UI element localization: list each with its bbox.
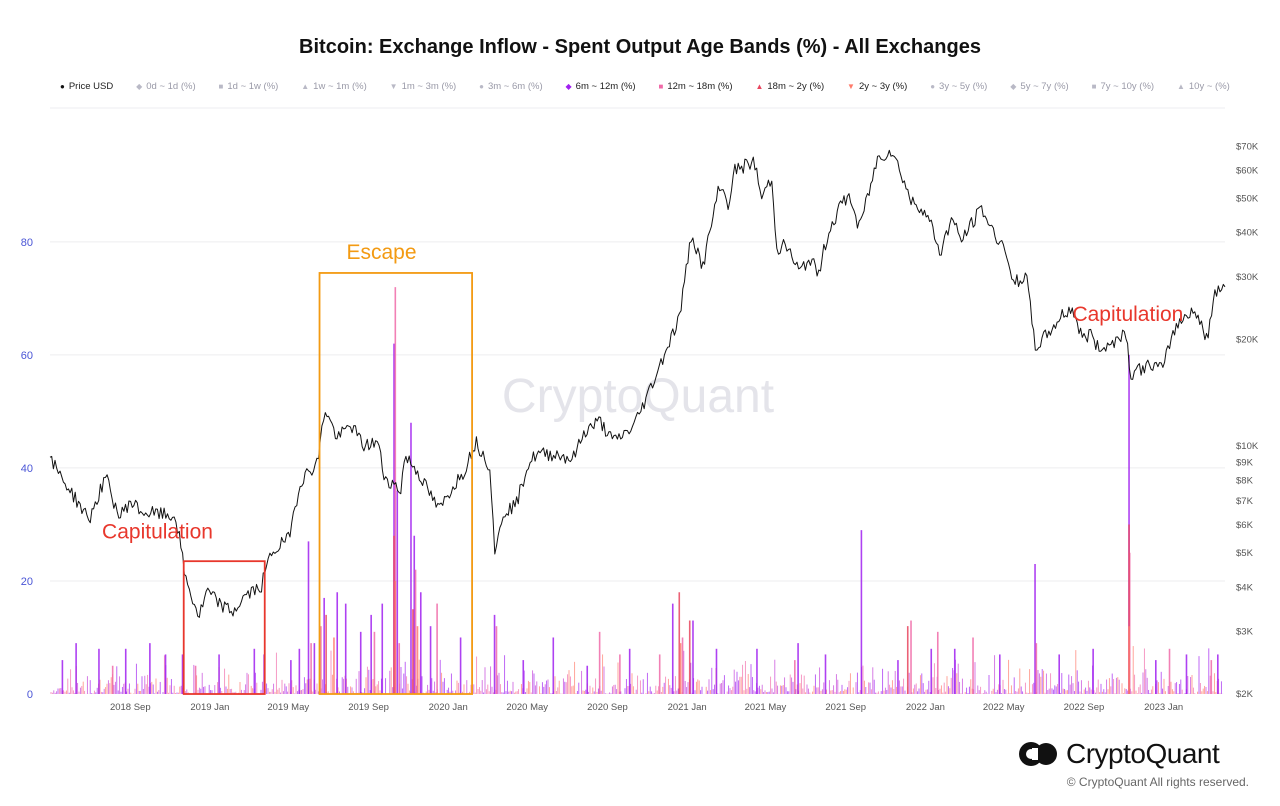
brand-logo: CryptoQuant [1018,738,1220,770]
y-right-tick-label: $3K [1236,627,1254,638]
legend-item[interactable]: ▲ 18m ~ 2y (%) [755,81,824,92]
inflow-noise-layer [50,646,1224,694]
x-tick-label: 2020 May [506,702,548,713]
legend-label: 1m ~ 3m (%) [401,81,457,92]
legend-marker-icon: ◆ [136,82,143,91]
legend-item[interactable]: ■ 12m ~ 18m (%) [659,81,733,92]
x-tick-label: 2021 Sep [825,702,866,713]
legend-item[interactable]: ▲ 1w ~ 1m (%) [301,81,367,92]
annotation-label: Capitulation [102,521,213,544]
legend-marker-icon: ▼ [389,82,398,91]
legend-marker-icon: ■ [1091,82,1097,91]
cryptoquant-logo-icon [1019,742,1057,766]
x-tick-label: 2019 May [267,702,309,713]
y-left-tick-label: 60 [21,350,33,362]
legend-label: 10y ~ (%) [1188,81,1230,92]
legend-item[interactable]: ◆ 0d ~ 1d (%) [136,81,196,92]
x-tick-label: 2023 Jan [1144,702,1183,713]
y-right-tick-label: $40K [1236,228,1259,239]
copyright-text: © CryptoQuant All rights reserved. [1066,775,1249,789]
price-line [49,149,1226,618]
x-tick-label: 2021 Jan [668,702,707,713]
legend-label: 7y ~ 10y (%) [1100,81,1155,92]
legend-marker-icon: ◆ [565,82,572,91]
legend-item[interactable]: ● 3m ~ 6m (%) [479,81,542,92]
annotation-label: Escape [346,241,416,264]
legend-label: 5y ~ 7y (%) [1020,81,1069,92]
legend-marker-icon: ● [930,82,936,91]
legend-item[interactable]: ● 3y ~ 5y (%) [930,81,987,92]
x-tick-label: 2022 Sep [1064,702,1105,713]
y-right-tick-label: $2K [1236,689,1254,700]
legend-label: 3y ~ 5y (%) [939,81,988,92]
y-left-tick-label: 20 [21,576,33,588]
y-left-tick-label: 0 [27,689,33,701]
y-left-tick-label: 80 [21,237,33,249]
x-tick-label: 2022 Jan [906,702,945,713]
y-right-tick-label: $5K [1236,548,1254,559]
y-right-tick-label: $70K [1236,142,1259,153]
y-right-tick-label: $50K [1236,193,1259,204]
legend-item[interactable]: ▼ 2y ~ 3y (%) [847,81,907,92]
annotation-box [182,560,266,695]
x-tick-label: 2022 May [983,702,1025,713]
legend-label: 18m ~ 2y (%) [767,81,825,92]
y-right-tick-label: $30K [1236,272,1259,283]
legend-marker-icon: ▼ [847,82,855,91]
series-2y-3y- [333,580,1130,694]
legend-label: 6m ~ 12m (%) [575,81,636,92]
y-right-tick-label: $10K [1236,441,1259,452]
legend-item[interactable]: ▲ 10y ~ (%) [1177,81,1230,92]
legend-marker-icon: ◆ [1010,82,1017,91]
x-tick-label: 2020 Jan [429,702,468,713]
y-right-tick-label: $60K [1236,165,1259,176]
legend-label: 1d ~ 1w (%) [227,81,279,92]
y-right-tick-label: $9K [1236,457,1254,468]
x-tick-label: 2020 Sep [587,702,628,713]
y-right-tick-label: $4K [1236,582,1254,593]
legend-marker-icon: ● [479,82,484,91]
legend-item[interactable]: ● Price USD [60,81,113,92]
y-left-tick-label: 40 [21,463,33,475]
chart-title: Bitcoin: Exchange Inflow - Spent Output … [299,36,981,58]
legend-label: 1w ~ 1m (%) [313,81,367,92]
legend-label: 12m ~ 18m (%) [667,81,733,92]
series-12m-18m- [111,287,1213,694]
legend-marker-icon: ▲ [301,82,310,91]
legend-item[interactable]: ▼ 1m ~ 3m (%) [390,81,457,92]
watermark-text: CryptoQuant [502,370,774,423]
chart-area: 0 20 40 60 80 $2K $3K $4K $5K $6K $7K $8K $9K $10K $20… [21,107,1259,713]
x-tick-label: 2018 Sep [110,702,151,713]
legend-item[interactable]: ◆ 6m ~ 12m (%) [566,81,636,92]
legend-item[interactable]: ■ 7y ~ 10y (%) [1092,81,1154,92]
legend-label: Price USD [68,81,114,92]
y-right-tick-label: $8K [1236,476,1254,487]
annotation-box [318,272,473,695]
legend-marker-icon: ■ [658,82,664,91]
x-tick-label: 2019 Sep [348,702,389,713]
legend-marker-icon: ● [60,82,65,91]
legend-marker-icon: ■ [218,82,224,91]
legend-marker-icon: ▲ [755,82,764,91]
y-right-tick-label: $20K [1236,334,1259,345]
legend-label: 0d ~ 1d (%) [146,81,196,92]
legend: ● Price USD ◆ 0d ~ 1d (%) ■ 1d ~ 1w (%) ▲ 1w ~ … [60,81,1230,92]
y-right-tick-label: $7K [1236,496,1254,507]
y-right-tick-label: $6K [1236,520,1254,531]
brand-name: CryptoQuant [1066,738,1220,769]
legend-label: 3m ~ 6m (%) [487,81,543,92]
legend-item[interactable]: ◆ 5y ~ 7y (%) [1010,81,1068,92]
legend-marker-icon: ▲ [1176,82,1185,91]
legend-label: 2y ~ 3y (%) [858,81,908,92]
legend-item[interactable]: ■ 1d ~ 1w (%) [219,81,279,92]
x-tick-label: 2019 Jan [190,702,229,713]
annotation-label: Capitulation [1072,303,1183,326]
x-tick-label: 2021 May [745,702,787,713]
